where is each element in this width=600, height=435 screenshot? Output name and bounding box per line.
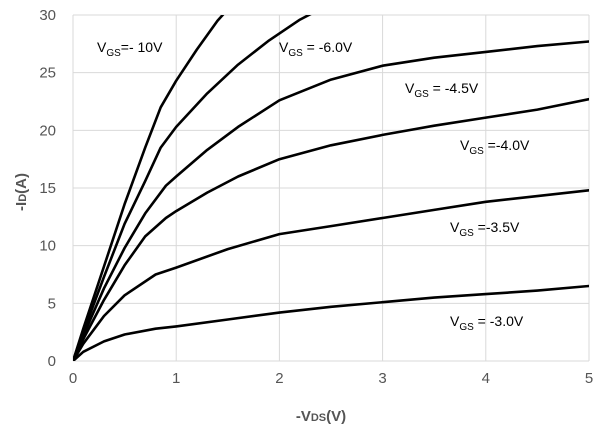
curve-labels: VGS=- 10V VGS = -6.0V VGS = -4.5V VGS =-4.0… bbox=[97, 39, 530, 333]
y-tick-label: 30 bbox=[39, 7, 56, 24]
curve-label-2: VGS = -4.5V bbox=[405, 80, 479, 100]
y-tick-label: 15 bbox=[39, 180, 56, 197]
y-tick-labels: 0 5 10 15 20 25 30 bbox=[39, 7, 56, 370]
curve-label-3: VGS =-4.0V bbox=[460, 137, 530, 157]
y-tick-label: 20 bbox=[39, 122, 56, 139]
curve-label-1: VGS = -6.0V bbox=[279, 39, 353, 59]
curve-label-5: VGS = -3.0V bbox=[450, 313, 524, 333]
curve-label-4: VGS =-3.5V bbox=[450, 219, 520, 239]
x-tick-label: 2 bbox=[275, 370, 283, 387]
x-tick-label: 5 bbox=[585, 370, 593, 387]
y-tick-label: 10 bbox=[39, 238, 56, 255]
curve-vgs-0 bbox=[73, 15, 225, 361]
curve-vgs-1 bbox=[73, 15, 312, 361]
x-axis-title: -VDS(V) bbox=[296, 408, 346, 425]
curve-vgs-2 bbox=[73, 40, 589, 361]
y-axis-title: -ID(A) bbox=[13, 173, 30, 211]
curve-label-0: VGS=- 10V bbox=[97, 39, 163, 59]
y-tick-label: 5 bbox=[48, 295, 56, 312]
curve-vgs-3 bbox=[73, 97, 589, 361]
curve-vgs-5 bbox=[73, 284, 589, 361]
curves bbox=[73, 15, 589, 361]
y-tick-label: 0 bbox=[48, 353, 56, 370]
x-tick-label: 3 bbox=[378, 370, 386, 387]
curve-vgs-4 bbox=[73, 189, 589, 361]
x-tick-label: 1 bbox=[172, 370, 180, 387]
grid bbox=[72, 14, 590, 362]
x-tick-label: 0 bbox=[69, 370, 77, 387]
x-tick-label: 4 bbox=[482, 370, 490, 387]
x-tick-labels: 0 1 2 3 4 5 bbox=[69, 370, 593, 387]
y-tick-label: 25 bbox=[39, 65, 56, 82]
